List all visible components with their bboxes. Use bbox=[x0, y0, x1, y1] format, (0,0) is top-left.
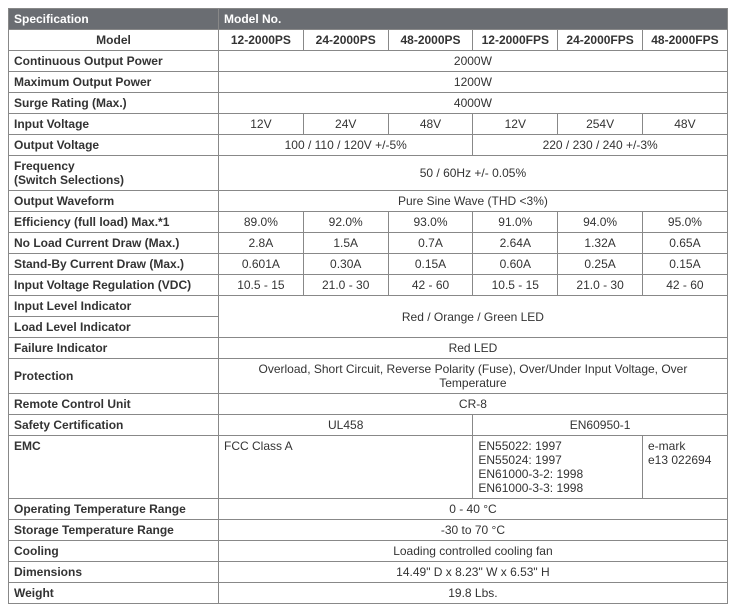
output-voltage-right: 220 / 230 / 240 +/-3% bbox=[473, 135, 727, 156]
remote-value: CR-8 bbox=[219, 394, 728, 415]
standby-5: 0.15A bbox=[642, 254, 727, 275]
row-label-cont-power: Continuous Output Power bbox=[9, 51, 219, 72]
inreg-1: 21.0 - 30 bbox=[303, 275, 388, 296]
row-label-model: Model bbox=[9, 30, 219, 51]
row-label-stortemp: Storage Temperature Range bbox=[9, 520, 219, 541]
input-voltage-3: 12V bbox=[473, 114, 558, 135]
model-3: 12-2000FPS bbox=[473, 30, 558, 51]
emc-c1: FCC Class A bbox=[219, 436, 473, 499]
input-voltage-0: 12V bbox=[219, 114, 304, 135]
model-5: 48-2000FPS bbox=[642, 30, 727, 51]
row-label-max-power: Maximum Output Power bbox=[9, 72, 219, 93]
noload-5: 0.65A bbox=[642, 233, 727, 254]
inreg-3: 10.5 - 15 bbox=[473, 275, 558, 296]
noload-1: 1.5A bbox=[303, 233, 388, 254]
standby-2: 0.15A bbox=[388, 254, 473, 275]
row-label-failure: Failure Indicator bbox=[9, 338, 219, 359]
row-label-surge: Surge Rating (Max.) bbox=[9, 93, 219, 114]
standby-3: 0.60A bbox=[473, 254, 558, 275]
row-label-noload: No Load Current Draw (Max.) bbox=[9, 233, 219, 254]
model-1: 24-2000PS bbox=[303, 30, 388, 51]
row-label-efficiency: Efficiency (full load) Max.*1 bbox=[9, 212, 219, 233]
efficiency-0: 89.0% bbox=[219, 212, 304, 233]
row-label-remote: Remote Control Unit bbox=[9, 394, 219, 415]
row-label-weight: Weight bbox=[9, 583, 219, 604]
standby-0: 0.601A bbox=[219, 254, 304, 275]
efficiency-1: 92.0% bbox=[303, 212, 388, 233]
surge-value: 4000W bbox=[219, 93, 728, 114]
noload-3: 2.64A bbox=[473, 233, 558, 254]
inreg-2: 42 - 60 bbox=[388, 275, 473, 296]
inreg-0: 10.5 - 15 bbox=[219, 275, 304, 296]
standby-1: 0.30A bbox=[303, 254, 388, 275]
row-label-cooling: Cooling bbox=[9, 541, 219, 562]
output-voltage-left: 100 / 110 / 120V +/-5% bbox=[219, 135, 473, 156]
failure-value: Red LED bbox=[219, 338, 728, 359]
standby-4: 0.25A bbox=[558, 254, 643, 275]
cont-power-value: 2000W bbox=[219, 51, 728, 72]
row-label-protection: Protection bbox=[9, 359, 219, 394]
row-label-waveform: Output Waveform bbox=[9, 191, 219, 212]
row-label-emc: EMC bbox=[9, 436, 219, 499]
efficiency-5: 95.0% bbox=[642, 212, 727, 233]
noload-0: 2.8A bbox=[219, 233, 304, 254]
cooling-value: Loading controlled cooling fan bbox=[219, 541, 728, 562]
row-label-input-voltage: Input Voltage bbox=[9, 114, 219, 135]
model-4: 24-2000FPS bbox=[558, 30, 643, 51]
efficiency-4: 94.0% bbox=[558, 212, 643, 233]
row-label-dims: Dimensions bbox=[9, 562, 219, 583]
row-label-inlevel: Input Level Indicator bbox=[9, 296, 219, 317]
noload-4: 1.32A bbox=[558, 233, 643, 254]
efficiency-2: 93.0% bbox=[388, 212, 473, 233]
safety-right: EN60950-1 bbox=[473, 415, 727, 436]
row-label-loadlevel: Load Level Indicator bbox=[9, 317, 219, 338]
row-label-frequency: Frequency (Switch Selections) bbox=[9, 156, 219, 191]
spec-table: Specification Model No. Model 12-2000PS … bbox=[8, 8, 728, 604]
input-voltage-5: 48V bbox=[642, 114, 727, 135]
model-0: 12-2000PS bbox=[219, 30, 304, 51]
noload-2: 0.7A bbox=[388, 233, 473, 254]
row-label-optemp: Operating Temperature Range bbox=[9, 499, 219, 520]
input-voltage-4: 254V bbox=[558, 114, 643, 135]
inreg-4: 21.0 - 30 bbox=[558, 275, 643, 296]
optemp-value: 0 - 40 °C bbox=[219, 499, 728, 520]
input-voltage-1: 24V bbox=[303, 114, 388, 135]
row-label-inreg: Input Voltage Regulation (VDC) bbox=[9, 275, 219, 296]
row-label-safety: Safety Certification bbox=[9, 415, 219, 436]
protection-value: Overload, Short Circuit, Reverse Polarit… bbox=[219, 359, 728, 394]
waveform-value: Pure Sine Wave (THD <3%) bbox=[219, 191, 728, 212]
dims-value: 14.49" D x 8.23" W x 6.53" H bbox=[219, 562, 728, 583]
row-label-standby: Stand-By Current Draw (Max.) bbox=[9, 254, 219, 275]
efficiency-3: 91.0% bbox=[473, 212, 558, 233]
row-label-output-voltage: Output Voltage bbox=[9, 135, 219, 156]
stortemp-value: -30 to 70 °C bbox=[219, 520, 728, 541]
header-specification: Specification bbox=[9, 9, 219, 30]
weight-value: 19.8 Lbs. bbox=[219, 583, 728, 604]
emc-c2: EN55022: 1997 EN55024: 1997 EN61000-3-2:… bbox=[473, 436, 643, 499]
input-voltage-2: 48V bbox=[388, 114, 473, 135]
inreg-5: 42 - 60 bbox=[642, 275, 727, 296]
safety-left: UL458 bbox=[219, 415, 473, 436]
model-2: 48-2000PS bbox=[388, 30, 473, 51]
frequency-value: 50 / 60Hz +/- 0.05% bbox=[219, 156, 728, 191]
max-power-value: 1200W bbox=[219, 72, 728, 93]
emc-c3: e-mark e13 022694 bbox=[642, 436, 727, 499]
level-indicator-value: Red / Orange / Green LED bbox=[219, 296, 728, 338]
header-model-no: Model No. bbox=[219, 9, 728, 30]
